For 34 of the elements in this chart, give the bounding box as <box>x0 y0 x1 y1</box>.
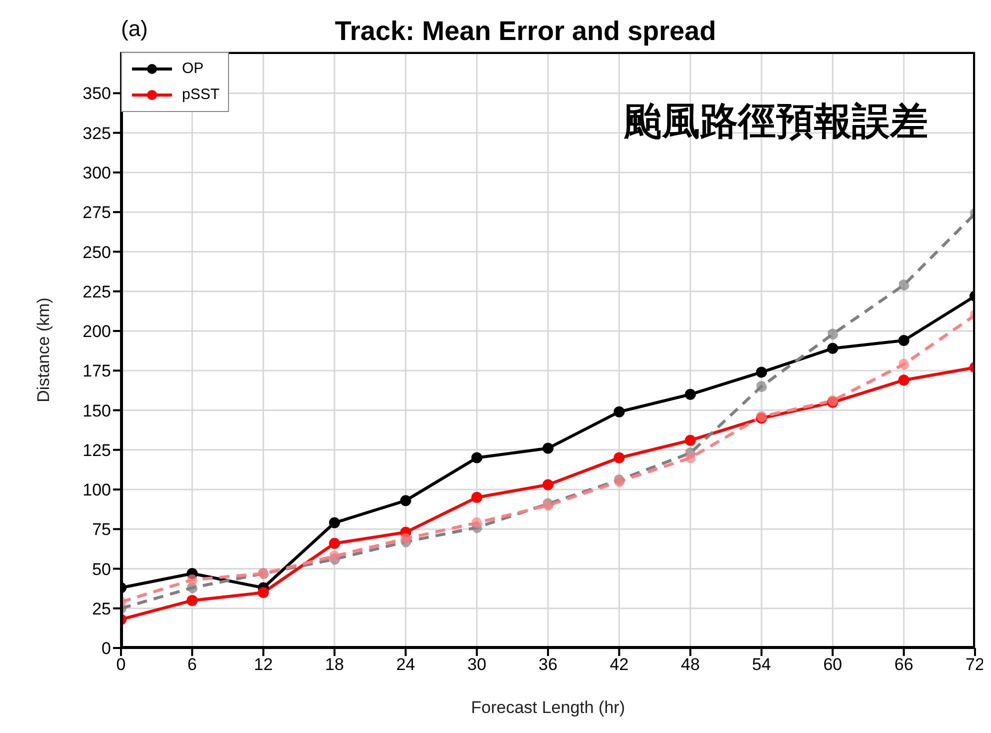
x-tick-label: 24 <box>396 655 416 674</box>
y-tick-label: 75 <box>92 520 111 540</box>
x-tick-label: 6 <box>187 655 197 674</box>
chart-title: Track: Mean Error and spread <box>334 16 716 46</box>
y-tick-label: 275 <box>82 203 111 222</box>
annotation: 颱風路徑預報誤差 <box>624 98 928 145</box>
x-tick-label: 30 <box>467 655 486 674</box>
legend-label: OP <box>182 59 204 79</box>
x-tick-label: 0 <box>116 655 126 674</box>
y-tick-label: 225 <box>82 282 111 302</box>
x-tick-label: 36 <box>538 655 558 674</box>
y-tick-label: 50 <box>92 560 111 579</box>
x-tick-label: 42 <box>610 655 629 674</box>
y-tick-label: 175 <box>82 362 111 381</box>
y-tick-label: 300 <box>82 164 111 183</box>
y-tick-label: 0 <box>102 639 111 658</box>
x-axis-title: Forecast Length (hr) <box>470 698 626 717</box>
x-tick-label: 60 <box>823 655 842 674</box>
text: (a) <box>121 16 148 42</box>
y-tick-label: 200 <box>82 322 111 342</box>
x-tick-label: 12 <box>254 655 273 674</box>
x-tick-label: 54 <box>752 655 771 674</box>
y-tick-label: 325 <box>82 124 111 143</box>
y-tick-label: 350 <box>82 84 111 104</box>
x-tick-label: 18 <box>325 655 344 674</box>
y-tick-label: 25 <box>92 599 111 618</box>
y-tick-label: 125 <box>82 440 111 460</box>
legend-label: pSST <box>182 85 220 105</box>
x-tick-label: 48 <box>680 655 700 674</box>
y-tick-label: 150 <box>82 401 111 420</box>
x-tick-label: 66 <box>894 655 914 674</box>
y-axis-title: Distance (km) <box>34 298 54 402</box>
y-tick-label: 100 <box>82 480 111 500</box>
y-tick-label: 250 <box>82 242 111 262</box>
